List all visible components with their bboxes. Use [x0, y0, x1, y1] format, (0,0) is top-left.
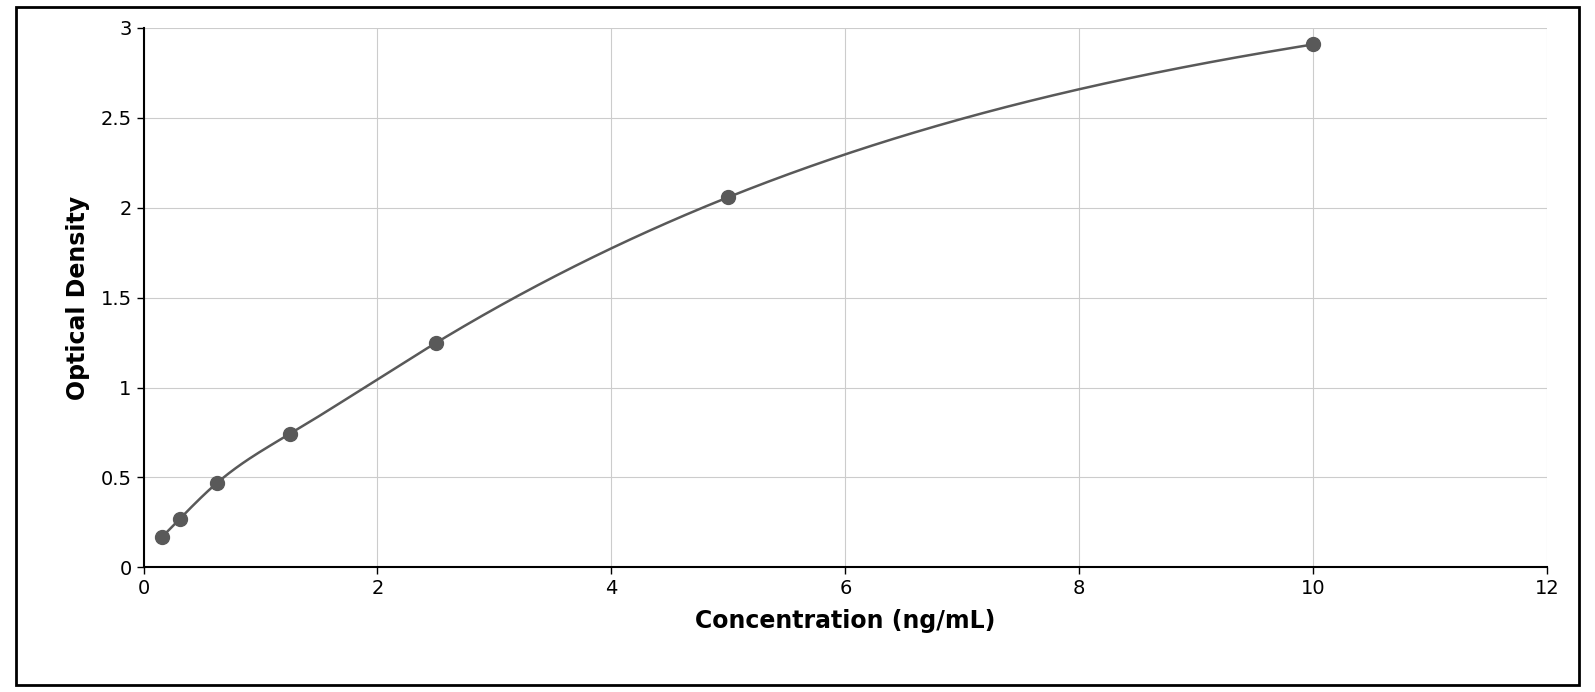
- Point: [278, 428, 303, 439]
- Point: [423, 338, 448, 349]
- Point: [204, 477, 230, 489]
- Y-axis label: Optical Density: Optical Density: [65, 196, 89, 399]
- Point: [167, 513, 193, 524]
- Point: [716, 192, 742, 203]
- Point: [148, 531, 174, 543]
- X-axis label: Concentration (ng/mL): Concentration (ng/mL): [695, 610, 995, 633]
- Point: [1300, 39, 1325, 50]
